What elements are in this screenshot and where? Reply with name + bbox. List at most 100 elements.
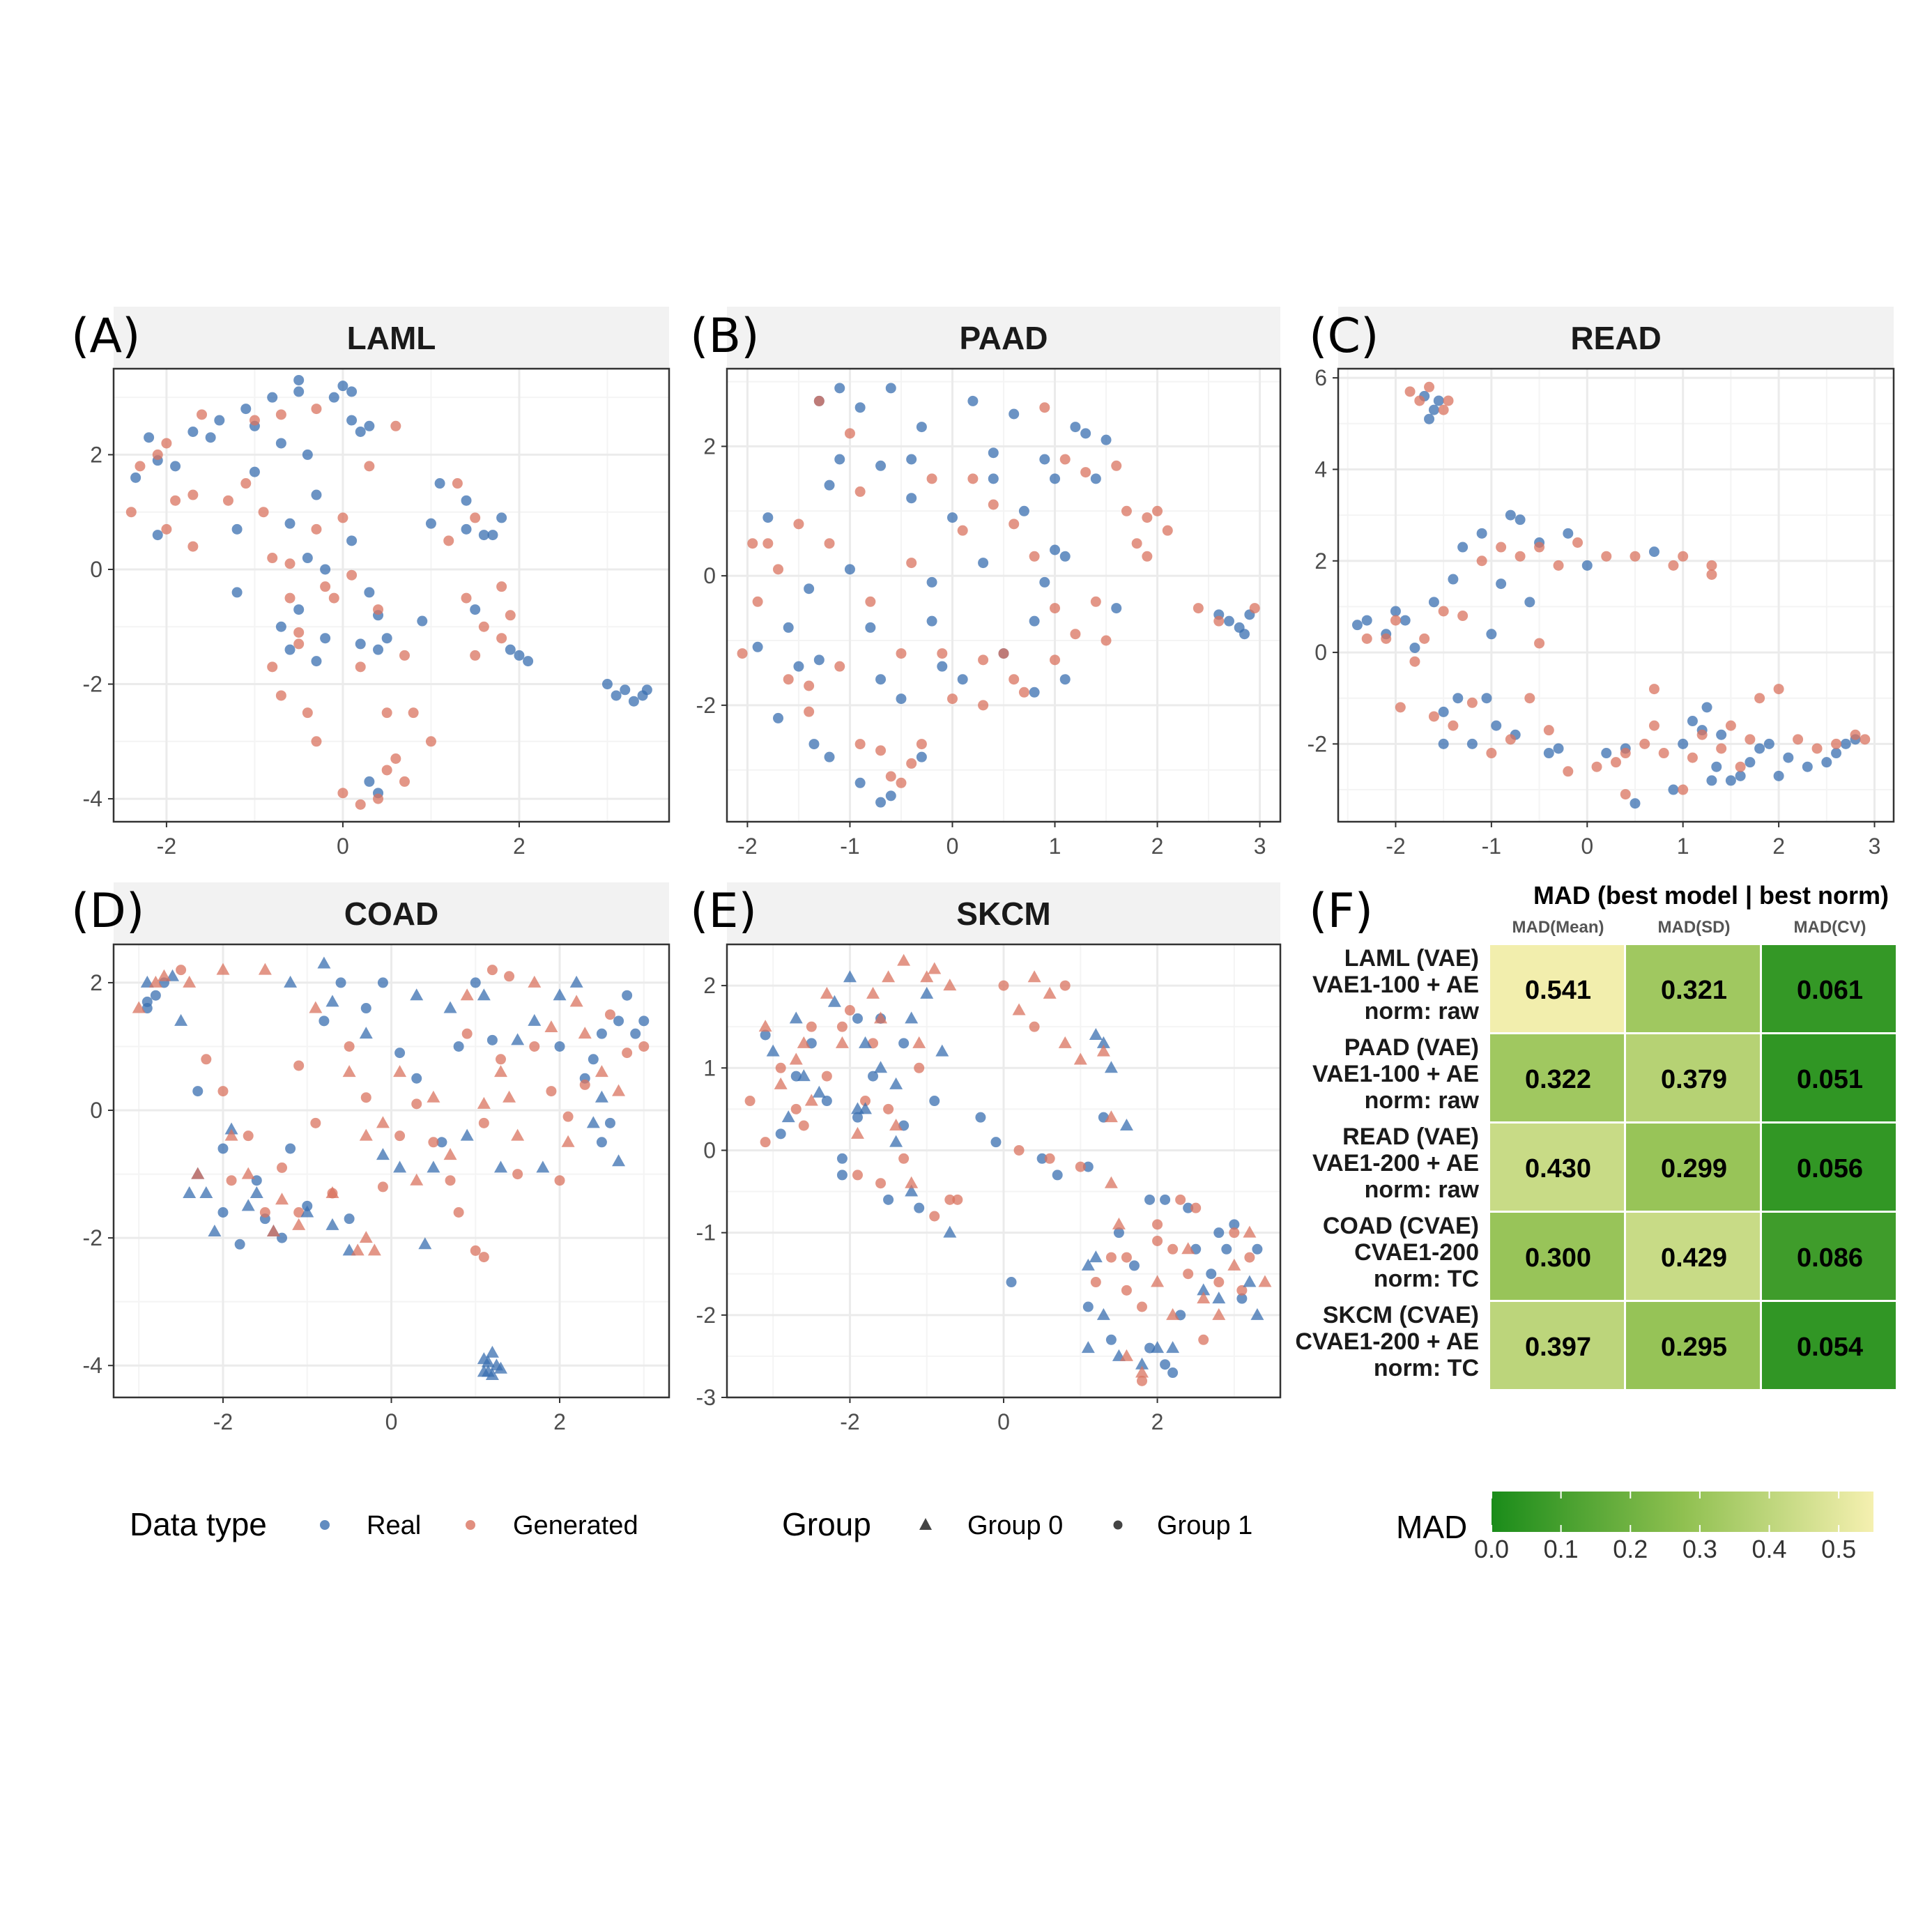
circle-point-real	[360, 1003, 371, 1014]
heatmap-cell	[1762, 1213, 1896, 1300]
heatmap-cell	[1626, 945, 1760, 1032]
triangle-point-generated	[148, 975, 162, 988]
triangle-point-generated	[874, 1011, 888, 1024]
circle-point-real	[988, 447, 999, 459]
circle-point-generated	[496, 633, 507, 644]
heatmap-value: 0.056	[1797, 1154, 1863, 1183]
circle-point-generated	[1044, 1153, 1055, 1164]
circle-point-real	[1029, 687, 1040, 698]
heatmap-cell	[1626, 1034, 1760, 1121]
triangle-point-generated	[493, 1065, 507, 1078]
triangle-point-generated	[1104, 1110, 1118, 1123]
circle-point-generated	[760, 1137, 771, 1148]
circle-point-real	[505, 644, 516, 655]
circle-point-real	[868, 1071, 879, 1082]
x-tick-label: -2	[1386, 834, 1405, 859]
triangle-point-generated	[612, 1084, 626, 1096]
circle-point-generated	[896, 648, 907, 659]
circle-point-generated	[1390, 615, 1401, 626]
circle-point-real	[150, 990, 161, 1001]
circle-point-generated	[258, 507, 269, 518]
heatmap-row-label: norm: raw	[1365, 1087, 1480, 1114]
circle-point-real	[275, 438, 286, 449]
circle-point-generated	[1131, 538, 1142, 549]
circle-point-generated	[453, 1207, 464, 1218]
circle-point-real	[234, 1239, 245, 1250]
circle-point-generated	[1404, 386, 1416, 397]
circle-point-real	[311, 656, 322, 667]
triangle-point-generated	[460, 988, 474, 1001]
heatmap-cell	[1490, 945, 1624, 1032]
circle-point-generated	[1059, 980, 1071, 991]
heatmap-value: 0.061	[1797, 976, 1863, 1005]
circle-point-real	[1052, 1170, 1063, 1181]
circle-point-generated	[311, 404, 322, 415]
x-tick-label: 2	[1151, 834, 1164, 859]
triangle-point-real	[493, 1160, 507, 1173]
circle-point-real	[1128, 1260, 1140, 1271]
triangle-point-real	[493, 1361, 507, 1374]
x-tick-label: 1	[1677, 834, 1689, 859]
circle-point-real	[344, 1213, 355, 1225]
circle-point-real	[293, 386, 305, 397]
circle-point-generated	[944, 1194, 956, 1205]
y-tick-label: 2	[1314, 549, 1327, 574]
circle-point-real	[411, 1073, 422, 1084]
circle-point-generated	[916, 739, 927, 750]
colorbar-tick-label: 0.2	[1613, 1535, 1648, 1563]
circle-point-generated	[957, 525, 968, 536]
circle-point-real	[1831, 748, 1842, 759]
circle-point-generated	[1534, 638, 1545, 649]
triangle-point-generated	[359, 1128, 373, 1141]
circle-point-generated	[445, 1175, 456, 1186]
circle-point-generated	[834, 661, 845, 672]
y-tick-label: 4	[1314, 457, 1327, 482]
circle-point-real	[284, 518, 296, 529]
y-tick-label: 0	[703, 1137, 716, 1163]
circle-point-real	[622, 990, 633, 1001]
circle-point-real	[1236, 1293, 1248, 1304]
x-tick-label: 0	[997, 1409, 1010, 1434]
circle-point-real	[231, 587, 243, 598]
circle-point-generated	[478, 1117, 489, 1128]
circle-point-generated	[762, 538, 774, 549]
triangle-point-real	[1089, 1250, 1103, 1263]
circle-point-real	[1448, 574, 1459, 585]
circle-point-real	[1424, 413, 1435, 424]
circle-point-generated	[1543, 725, 1554, 736]
circle-point-generated	[311, 736, 322, 747]
triangle-point-real	[1151, 1341, 1165, 1354]
plot-border	[112, 943, 670, 1399]
triangle-point-generated	[943, 979, 957, 991]
circle-point-real	[1018, 505, 1029, 516]
circle-point-generated	[1183, 1268, 1194, 1280]
circle-point-generated	[1142, 512, 1153, 523]
circle-point-generated	[1457, 611, 1469, 622]
circle-point-generated	[1050, 654, 1061, 666]
circle-point-generated	[854, 486, 866, 497]
circle-point-real	[170, 461, 181, 472]
circle-point-real	[1773, 770, 1784, 781]
x-tick-label: -2	[840, 1409, 859, 1434]
circle-point-real	[285, 1143, 296, 1154]
circle-point-generated	[1678, 551, 1689, 562]
circle-point-generated	[1029, 551, 1040, 562]
heatmap-value: 0.299	[1661, 1154, 1727, 1183]
circle-point-generated	[1725, 720, 1736, 731]
scatter-panel-laml: LAML (A) -2 0 2 -4 -2 0 2	[71, 307, 670, 859]
circle-point-real	[346, 535, 358, 546]
circle-point-generated	[1831, 738, 1842, 749]
x-tick-label: 0	[1581, 834, 1593, 859]
circle-point-real	[217, 1207, 229, 1218]
triangle-point-generated	[797, 1036, 811, 1048]
circle-point-real	[1725, 775, 1736, 786]
circle-point-generated	[1860, 734, 1871, 745]
triangle-point-generated	[928, 962, 942, 974]
heatmap-row-label: SKCM (CVAE)	[1323, 1302, 1479, 1328]
circle-point-generated	[529, 1041, 540, 1052]
heatmap-row-label: norm: raw	[1365, 1176, 1480, 1203]
heatmap-cell	[1762, 1124, 1896, 1211]
circle-point-real	[436, 1137, 447, 1148]
triangle-point-generated	[351, 1243, 365, 1256]
